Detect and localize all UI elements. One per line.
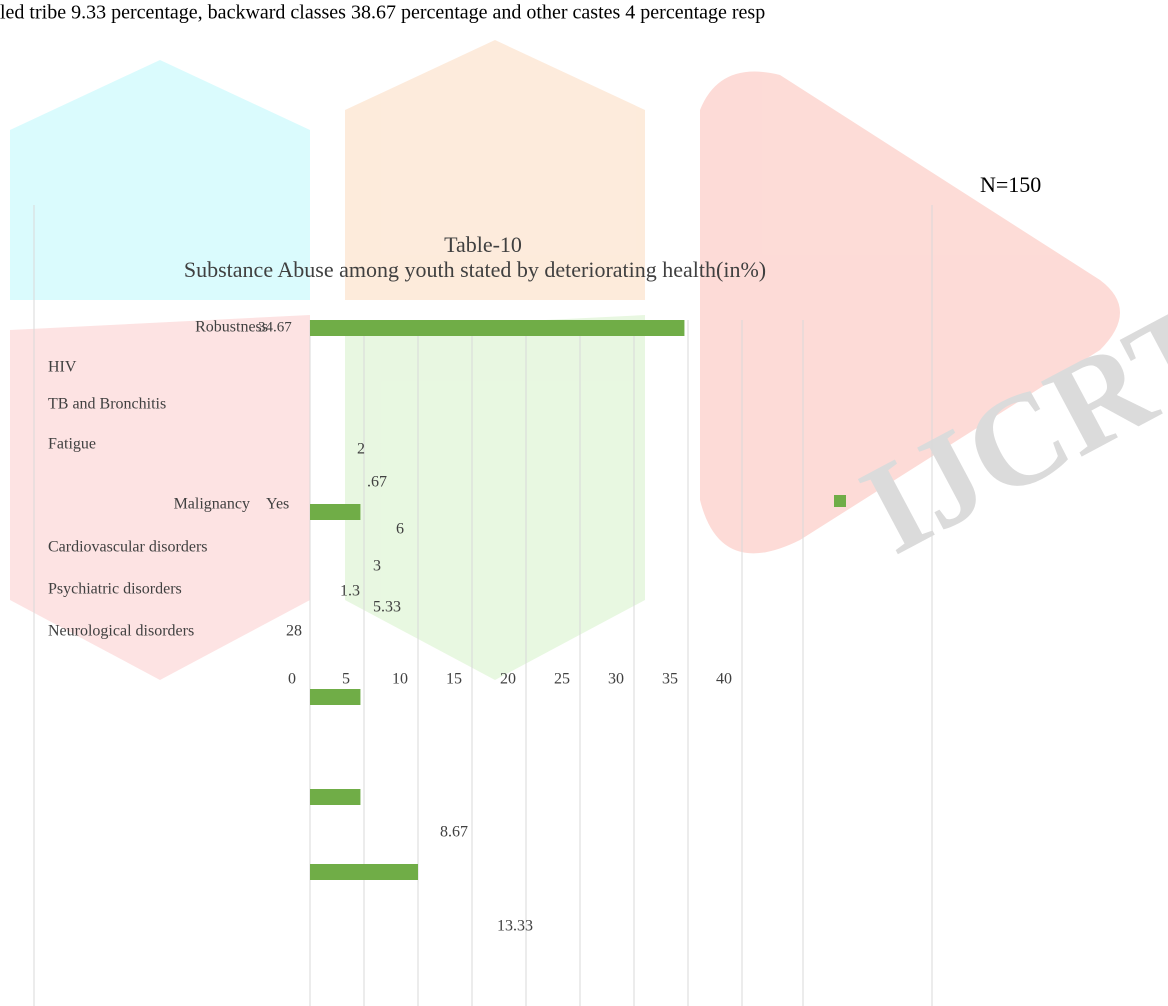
category-label: TB and Bronchitis (48, 396, 166, 413)
watermark: IJCRT (10, 40, 1168, 680)
data-label: 13.33 (497, 918, 533, 935)
annotation: N=150 (980, 172, 1041, 197)
data-label: 28 (286, 623, 302, 640)
header-text: led tribe 9.33 percentage, backward clas… (0, 2, 765, 24)
chart-subtitle: Substance Abuse among youth stated by de… (184, 257, 766, 282)
legend-marker (834, 495, 846, 507)
x-tick-label: 25 (554, 671, 570, 688)
x-tick-label: 30 (608, 671, 624, 688)
category-label: Neurological disorders (48, 623, 194, 640)
legend-label: Yes (266, 496, 289, 513)
data-label: 1.3 (340, 583, 360, 600)
data-label: .67 (367, 474, 387, 491)
x-tick-label: 35 (662, 671, 678, 688)
category-label: HIV (48, 359, 77, 376)
bar (310, 320, 685, 336)
x-tick-label: 15 (446, 671, 462, 688)
category-label: Psychiatric disorders (48, 581, 182, 598)
x-tick-label: 10 (392, 671, 408, 688)
data-label: 34.67 (258, 319, 292, 335)
x-tick-label: 20 (500, 671, 516, 688)
data-label: 5.33 (373, 599, 401, 616)
category-label: Malignancy (174, 496, 250, 513)
data-label: 8.67 (440, 824, 468, 841)
x-tick-label: 0 (288, 671, 296, 688)
chart-title: Table-10 (444, 232, 522, 257)
category-label: Fatigue (48, 436, 96, 453)
category-label: Cardiovascular disorders (48, 539, 208, 556)
data-label: 6 (396, 521, 404, 538)
x-tick-label: 40 (716, 671, 732, 688)
bar (310, 689, 361, 705)
category-label: Robustness (195, 319, 268, 336)
data-label: 2 (357, 441, 365, 458)
bar (310, 864, 418, 880)
bar (310, 504, 361, 520)
x-tick-label: 5 (342, 671, 350, 688)
bar (310, 789, 361, 805)
data-label: 3 (373, 558, 381, 575)
